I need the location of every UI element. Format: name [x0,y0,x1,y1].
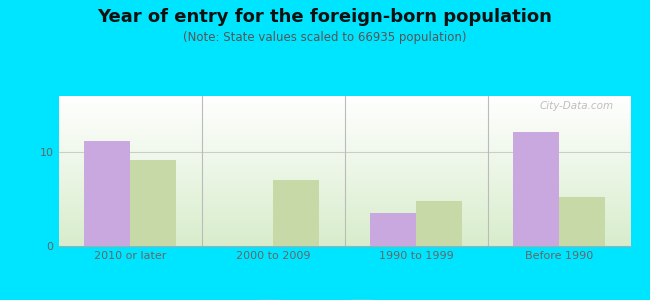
Bar [416,201,462,246]
Text: (Note: State values scaled to 66935 population): (Note: State values scaled to 66935 popu… [183,32,467,44]
Text: City-Data.com: City-Data.com [540,100,614,110]
Bar [514,132,559,246]
Bar [370,213,416,246]
Bar [273,180,318,246]
Bar [559,197,604,246]
Bar [130,160,176,246]
Legend: 66935, Kansas: 66935, Kansas [254,294,436,300]
Text: Year of entry for the foreign-born population: Year of entry for the foreign-born popul… [98,8,552,26]
Bar [84,141,130,246]
